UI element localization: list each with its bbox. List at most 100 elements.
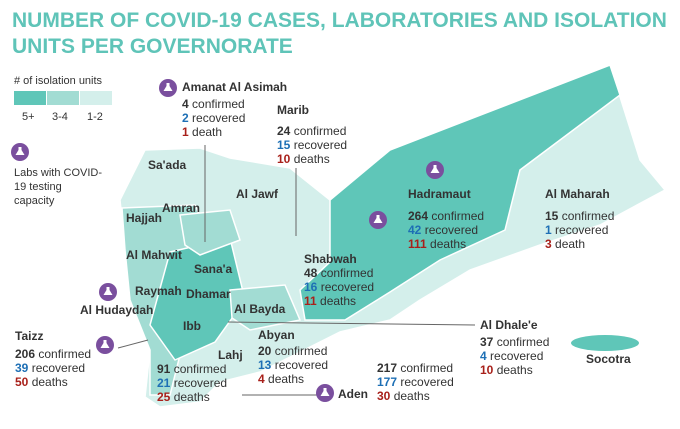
legend-level: 3-4: [52, 111, 68, 123]
region-sanaa: [179, 209, 241, 256]
legend-lab-label: Labs with COVID-19 testing capacity: [14, 167, 103, 207]
stat-line: 21 recovered: [157, 376, 227, 390]
stat-label: confirmed: [274, 344, 328, 358]
stat-label: recovered: [555, 223, 609, 237]
governorate-name: Taizz: [15, 329, 44, 343]
lab-flask: [430, 165, 440, 173]
stat-line: 206 confirmed: [15, 347, 91, 361]
governorate-name: Abyan: [258, 328, 295, 342]
stat-line: 1 recovered: [545, 223, 614, 237]
governorate-name: Amanat Al Asimah: [182, 80, 288, 94]
stat-line: 42 recovered: [408, 223, 484, 237]
lab-flask: [15, 147, 25, 155]
governorate-stats: 15 confirmed 1 recovered 3 death: [545, 209, 614, 251]
stat-line: 37 confirmed: [480, 335, 549, 349]
stat-count: 11: [304, 294, 317, 308]
stat-label: confirmed: [320, 266, 374, 280]
stat-line: 15 recovered: [277, 138, 347, 152]
stat-line: 4 confirmed: [182, 97, 245, 111]
stat-count: 21: [157, 376, 171, 390]
stat-label: confirmed: [400, 361, 454, 375]
stat-label: deaths: [31, 375, 68, 389]
stat-line: 177 recovered: [377, 375, 454, 389]
map-label: Hajjah: [126, 211, 163, 225]
stat-line: 24 confirmed: [277, 124, 347, 138]
region-bayda: [229, 284, 302, 331]
stat-count: 4: [182, 97, 189, 111]
lab-icon: [96, 336, 114, 354]
stat-label: deaths: [393, 389, 430, 403]
stat-label: deaths: [293, 152, 330, 166]
stat-count: 4: [258, 372, 265, 386]
stat-count: 13: [258, 358, 272, 372]
stat-count: 39: [15, 361, 29, 375]
governorate-stats: 4 confirmed 2 recovered 1 death: [182, 97, 245, 139]
stat-count: 91: [157, 362, 171, 376]
governorate-stats: 264 confirmed 42 recovered 111 deaths: [408, 209, 484, 251]
stat-label: recovered: [490, 349, 544, 363]
governorate-stats: 48 confirmed 16 recovered 11 deaths: [304, 266, 374, 308]
governorate-stats: 91 confirmed 21 recovered 25 deaths: [157, 362, 227, 404]
legend-swatch: [47, 91, 79, 105]
legend-title: # of isolation units: [14, 75, 103, 87]
stat-line: 217 confirmed: [377, 361, 454, 375]
lab-icon: [316, 384, 334, 402]
legend-swatch: [80, 91, 112, 105]
stat-count: 1: [182, 125, 189, 139]
map-label: Ibb: [183, 319, 201, 333]
stat-count: 37: [480, 335, 494, 349]
lab-flask: [100, 340, 110, 348]
lab-icon: [426, 161, 444, 179]
stat-line: 39 recovered: [15, 361, 91, 375]
stat-line: 91 confirmed: [157, 362, 227, 376]
stat-label: confirmed: [431, 209, 485, 223]
stat-line: 48 confirmed: [304, 266, 374, 280]
stat-count: 10: [277, 152, 291, 166]
leader-line: [117, 339, 149, 349]
governorate-stats: 37 confirmed 4 recovered 10 deaths: [480, 335, 549, 377]
stat-count: 1: [545, 223, 552, 237]
map-label: Amran: [162, 201, 201, 215]
lab-flask: [320, 388, 330, 396]
stat-count: 16: [304, 280, 318, 294]
stat-count: 4: [480, 349, 487, 363]
governorate-name: Shabwah: [304, 252, 357, 266]
map-label: Al Mahwit: [126, 248, 182, 262]
stat-label: confirmed: [38, 347, 92, 361]
stat-label: confirmed: [496, 335, 550, 349]
stat-count: 48: [304, 266, 318, 280]
stat-line: 50 deaths: [15, 375, 91, 389]
stat-label: confirmed: [192, 97, 245, 111]
stat-count: 25: [157, 390, 171, 404]
map-label: Socotra: [586, 352, 631, 366]
stat-line: 25 deaths: [157, 390, 227, 404]
island-socotra: [571, 335, 639, 351]
stat-label: recovered: [192, 111, 246, 125]
stat-count: 15: [545, 209, 559, 223]
map-label: Al Hudaydah: [80, 303, 154, 317]
stat-count: 217: [377, 361, 398, 375]
stat-line: 10 deaths: [480, 363, 549, 377]
stat-label: death: [192, 125, 223, 139]
lab-flask: [103, 287, 113, 295]
stat-label: recovered: [173, 376, 228, 390]
stat-label: confirmed: [173, 362, 227, 376]
legend-swatch: [14, 91, 46, 105]
map-label: Al Jawf: [236, 187, 279, 201]
stat-count: 2: [182, 111, 189, 125]
stat-label: recovered: [320, 280, 375, 294]
lab-flask: [373, 215, 383, 223]
stat-count: 15: [277, 138, 291, 152]
governorate-name: Al Dhale'e: [480, 318, 538, 332]
stat-label: recovered: [424, 223, 479, 237]
stat-label: confirmed: [561, 209, 615, 223]
stat-count: 111: [408, 237, 427, 251]
map-label: Raymah: [135, 284, 182, 298]
stat-line: 20 confirmed: [258, 344, 328, 358]
lab-icon: [369, 211, 387, 229]
stat-line: 4 recovered: [480, 349, 549, 363]
governorate-stats: 20 confirmed 13 recovered 4 deaths: [258, 344, 328, 386]
leader-lines: [117, 145, 476, 396]
